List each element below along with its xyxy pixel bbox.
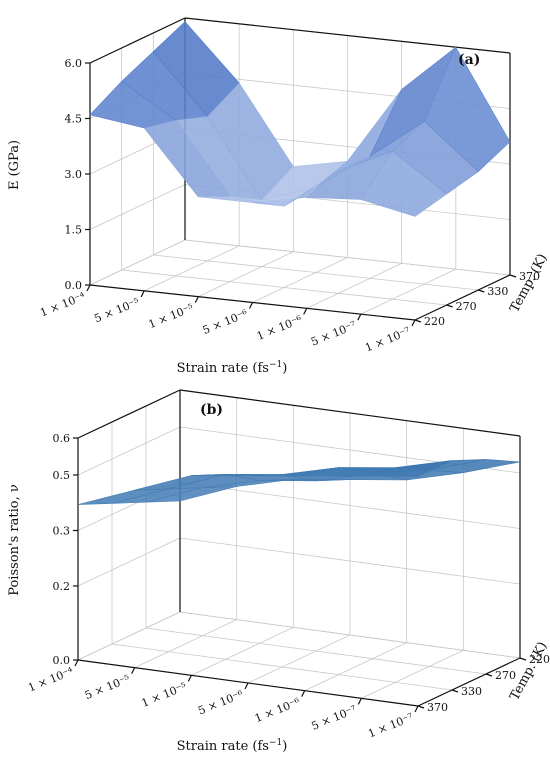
y-tick-label: 220 — [529, 653, 550, 666]
y-gridline-floor — [179, 611, 521, 659]
z-tick-label: 0.2 — [53, 580, 71, 593]
x-tick — [194, 296, 199, 303]
chart-panel-b: 0.00.20.30.50.61 × 10⁻⁴ 5 × 10⁻⁵ 1 × 10⁻⁵ 5… — [7, 389, 550, 754]
surface-patch — [429, 459, 521, 474]
x-gridline-floor — [252, 257, 348, 303]
z-tick-label: 0.3 — [53, 525, 71, 538]
panel-label: (a) — [458, 52, 480, 68]
x-tick — [303, 308, 308, 315]
y-gridline-floor — [121, 269, 447, 306]
x-gridline-floor — [360, 268, 457, 315]
x-tick-label: 1 × 10⁻⁷ — [363, 325, 412, 355]
y-gridline-floor — [184, 239, 511, 276]
x-gridline-floor — [191, 626, 294, 676]
x-gridline-floor — [304, 642, 407, 692]
x-tick-label: 5 × 10⁻⁵ — [83, 672, 132, 702]
x-axis-title: Strain rate (fs−1) — [177, 738, 288, 754]
x-tick — [301, 690, 306, 697]
z-gridline-side — [77, 426, 181, 476]
x-tick — [357, 698, 362, 705]
x-gridline-floor — [247, 634, 351, 684]
y-tick — [478, 289, 485, 293]
y-tick-label: 330 — [487, 285, 508, 298]
x-tick-label: 1 × 10⁻⁵ — [140, 680, 189, 710]
x-tick — [414, 705, 419, 713]
y-tick-label: 330 — [461, 685, 482, 698]
y-tick-label: 370 — [519, 270, 540, 283]
z-tick-label: 6.0 — [65, 57, 83, 70]
x-axis-title: Strain rate (fs−1) — [177, 360, 288, 376]
x-tick-label: 5 × 10⁻⁷ — [309, 319, 358, 349]
z-tick-label: 0.6 — [53, 432, 71, 445]
x-gridline-floor — [134, 619, 237, 669]
y-tick-label: 270 — [495, 669, 516, 682]
x-gridline-floor — [306, 262, 402, 309]
y-gridline-floor — [111, 643, 453, 691]
x-tick-label: 1 × 10⁻⁵ — [147, 301, 196, 331]
x-tick-label: 5 × 10⁻⁵ — [92, 296, 141, 326]
x-tick-label: 5 × 10⁻⁶ — [201, 307, 250, 337]
axis-box-edge — [89, 17, 186, 64]
axis-box-edge — [417, 657, 521, 707]
y-tick — [446, 304, 453, 308]
y-tick — [451, 689, 459, 693]
y-gridline-floor — [153, 254, 479, 291]
x-tick-label: 1 × 10⁻⁴ — [26, 665, 75, 695]
x-tick-label: 1 × 10⁻⁷ — [366, 711, 415, 741]
x-gridline-floor — [198, 251, 294, 298]
y-gridline-floor — [145, 627, 487, 675]
x-tick — [187, 675, 192, 682]
x-gridline-floor — [361, 649, 464, 699]
x-tick — [244, 682, 249, 690]
y-tick-label: 270 — [456, 300, 477, 313]
z-tick-label: 0.0 — [53, 654, 71, 667]
chart-panel-a: 0.01.53.04.56.01 × 10⁻⁴ 5 × 10⁻⁵ 1 × 10⁻⁵ 5… — [7, 17, 550, 376]
z-tick-label: 0.0 — [65, 279, 83, 292]
y-tick-label: 370 — [427, 701, 448, 714]
x-gridline-floor — [143, 245, 240, 292]
y-tick — [509, 274, 517, 278]
z-tick-label: 3.0 — [65, 168, 83, 181]
x-tick-label: 1 × 10⁻⁴ — [38, 290, 87, 320]
y-tick — [417, 705, 425, 709]
z-tick-label: 0.5 — [53, 469, 71, 482]
y-tick — [519, 657, 527, 661]
surface-patch — [423, 46, 511, 173]
z-tick-label: 1.5 — [65, 224, 83, 237]
axis-box-edge — [77, 389, 181, 439]
x-tick — [248, 302, 254, 309]
z-axis-title: Poisson's ratio, ν — [7, 484, 22, 596]
x-tick — [74, 659, 79, 667]
x-tick — [411, 319, 416, 327]
z-tick-label: 4.5 — [65, 113, 83, 126]
y-tick — [414, 319, 422, 323]
x-tick-label: 1 × 10⁻⁶ — [255, 313, 304, 343]
x-tick — [357, 313, 362, 321]
panel-label: (b) — [200, 402, 223, 418]
z-axis-title: E (GPa) — [7, 140, 22, 190]
y-tick — [485, 673, 493, 677]
axis-box-edge — [179, 389, 521, 437]
x-tick — [131, 667, 136, 674]
x-tick-label: 5 × 10⁻⁶ — [196, 688, 245, 718]
x-gridline-floor — [77, 611, 181, 661]
x-tick — [86, 284, 91, 292]
y-tick-label: 220 — [424, 315, 445, 328]
z-gridline-side — [77, 537, 181, 587]
z-gridline-side — [89, 184, 186, 230]
x-tick-label: 1 × 10⁻⁶ — [253, 695, 302, 725]
x-gridline-floor — [89, 239, 186, 286]
axis-box-edge — [414, 274, 511, 321]
x-tick — [140, 290, 145, 298]
x-tick-label: 5 × 10⁻⁷ — [310, 703, 359, 733]
y-axis-title: Temp. (K) — [507, 252, 550, 316]
